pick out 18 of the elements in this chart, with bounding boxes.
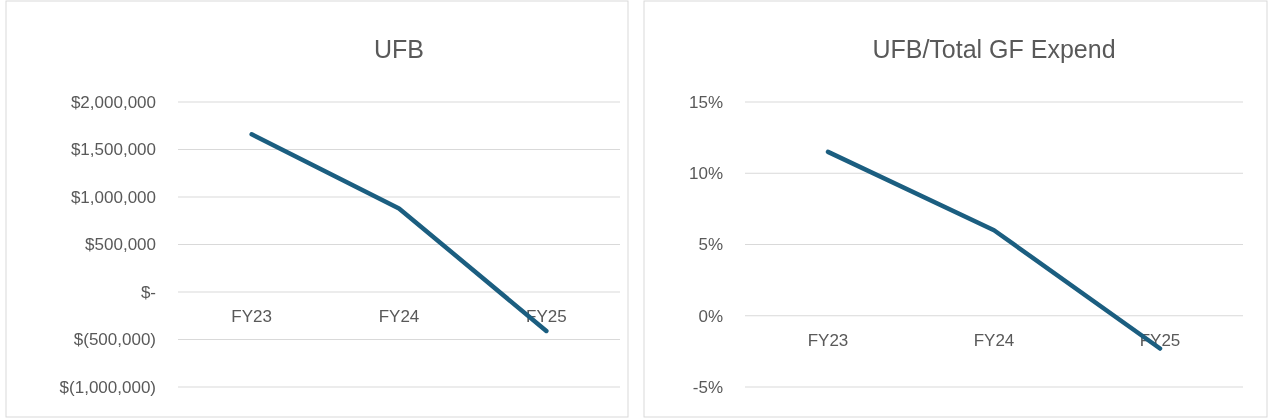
y-tick-label: $500,000 bbox=[85, 235, 156, 255]
x-tick-label: FY23 bbox=[807, 330, 849, 350]
chart-title: UFB/Total GF Expend bbox=[872, 35, 1116, 63]
y-tick-label: $(1,000,000) bbox=[59, 377, 156, 397]
y-tick-label: $1,000,000 bbox=[70, 187, 156, 207]
y-tick-label: 15% bbox=[688, 92, 723, 112]
y-tick-label: 10% bbox=[688, 164, 723, 184]
chart-title: UFB bbox=[374, 35, 424, 63]
y-tick-label: $(500,000) bbox=[73, 330, 156, 350]
y-tick-label: $1,500,000 bbox=[70, 140, 156, 160]
x-tick-label: FY24 bbox=[378, 307, 420, 326]
y-tick-label: 0% bbox=[698, 306, 723, 326]
y-tick-label: 5% bbox=[698, 235, 723, 255]
y-tick-label: -5% bbox=[692, 377, 723, 397]
x-tick-label: FY23 bbox=[231, 307, 272, 326]
x-tick-label: FY24 bbox=[973, 330, 1015, 350]
y-tick-label: $2,000,000 bbox=[70, 92, 156, 112]
y-tick-label: $- bbox=[140, 282, 156, 302]
